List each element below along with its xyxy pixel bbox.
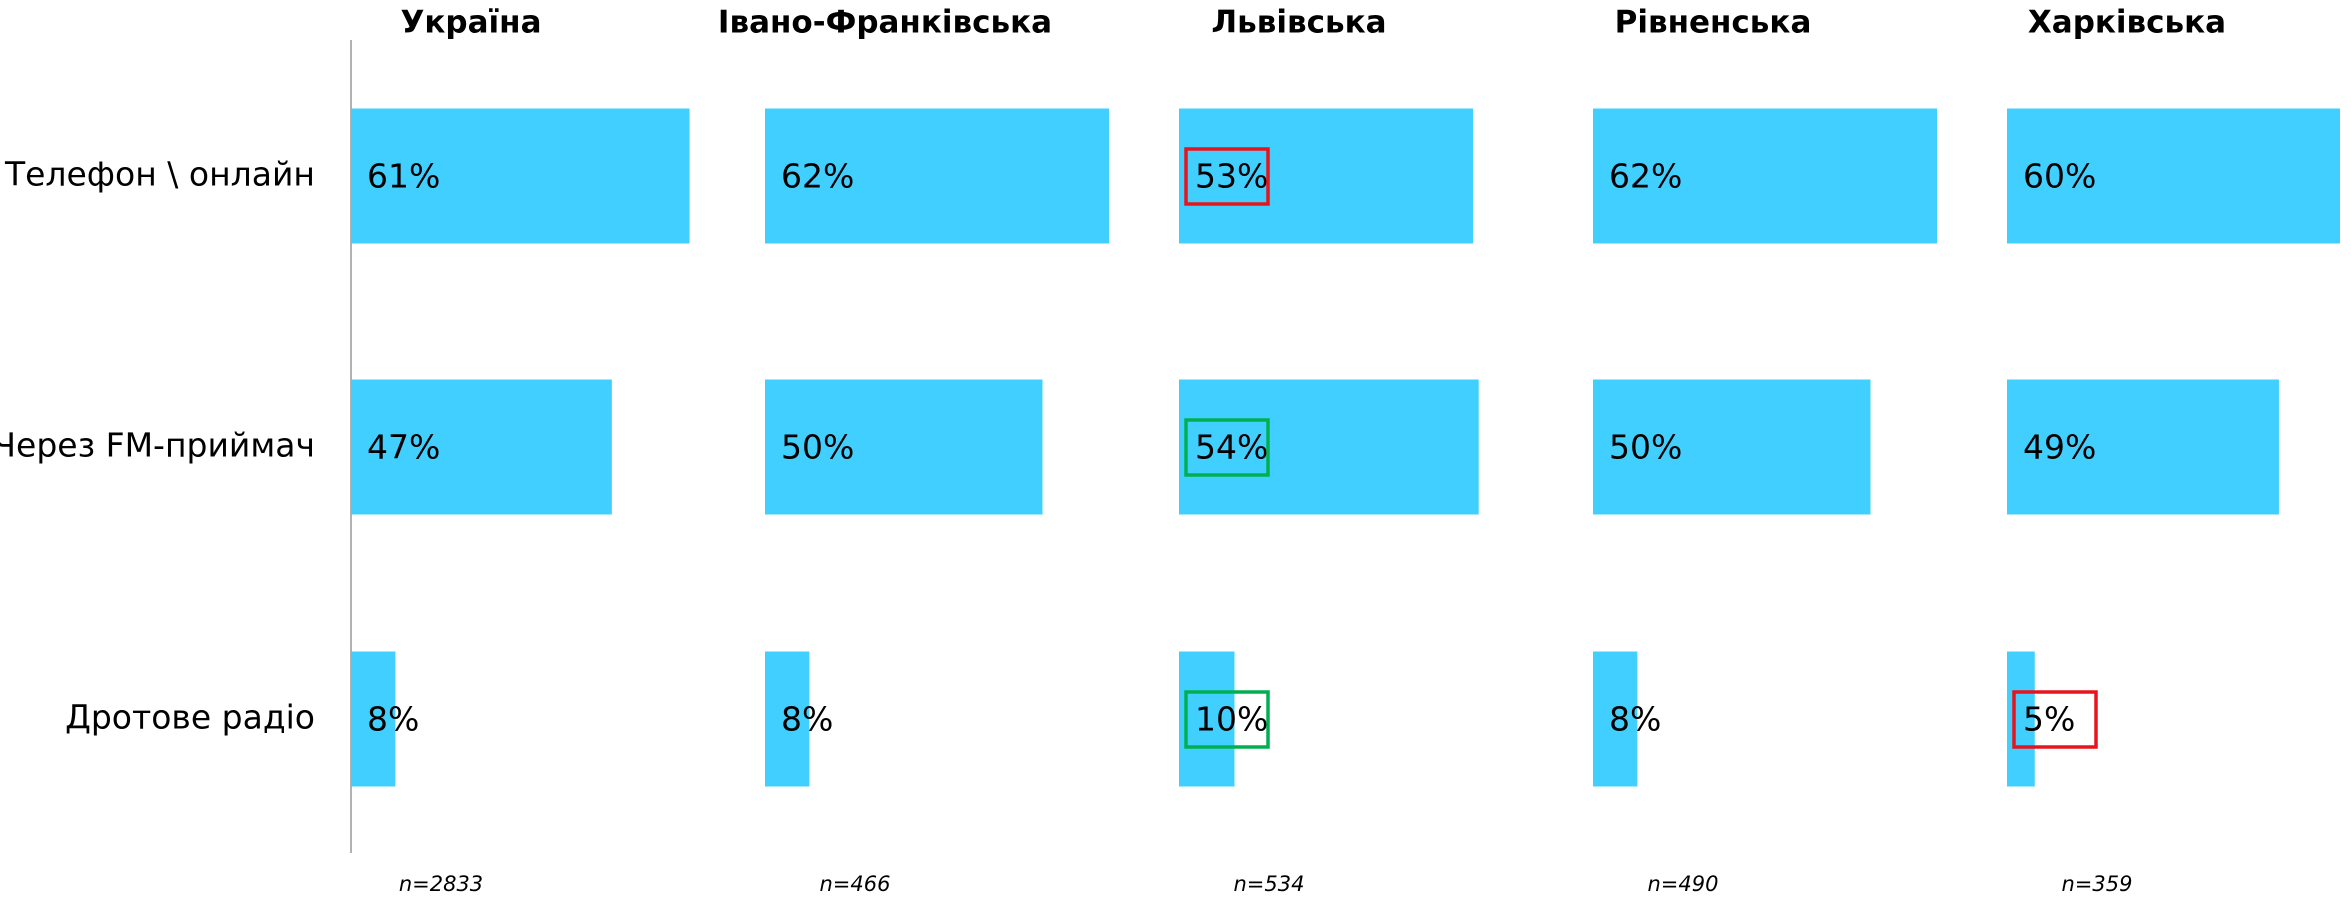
value-label: 62% xyxy=(781,157,854,196)
sample-size: n=2833 xyxy=(399,872,483,896)
bar xyxy=(1593,379,1871,515)
highlight-box xyxy=(1184,690,1270,749)
sample-size: n=490 xyxy=(1648,872,1719,896)
highlight-box xyxy=(1184,418,1270,477)
category-label: Телефон \ онлайн xyxy=(4,155,315,194)
value-label: 47% xyxy=(367,428,440,467)
category-label: Дротове радіо xyxy=(65,698,315,737)
bar xyxy=(351,108,690,244)
bar xyxy=(2007,108,2340,244)
panel-title: Івано-Франківська xyxy=(718,5,1052,41)
sample-size: n=359 xyxy=(2062,872,2133,896)
bar xyxy=(765,379,1043,515)
sample-size: n=466 xyxy=(820,872,891,896)
highlight-box xyxy=(2012,690,2098,749)
value-label: 62% xyxy=(1609,157,1682,196)
bar xyxy=(351,379,612,515)
value-label: 10% xyxy=(1195,700,1268,739)
bar xyxy=(1179,108,1474,244)
highlight-box xyxy=(1184,147,1270,206)
bar xyxy=(1593,108,1938,244)
value-label: 50% xyxy=(1609,428,1682,467)
panel-title: Рівненська xyxy=(1615,5,1812,41)
value-label: 8% xyxy=(367,700,419,739)
bar xyxy=(2007,651,2035,787)
panel-title: Україна xyxy=(400,5,541,41)
bar xyxy=(1179,379,1479,515)
bar xyxy=(765,651,810,787)
value-label: 53% xyxy=(1195,157,1268,196)
bar xyxy=(2007,379,2279,515)
value-label: 61% xyxy=(367,157,440,196)
bar xyxy=(765,108,1110,244)
sample-size: n=534 xyxy=(1234,872,1305,896)
bar xyxy=(1179,651,1235,787)
value-label: 8% xyxy=(781,700,833,739)
value-label: 60% xyxy=(2023,157,2096,196)
panel-title: Харківська xyxy=(2028,5,2226,41)
value-label: 8% xyxy=(1609,700,1661,739)
category-label: Через FM-приймач xyxy=(0,426,315,465)
value-label: 5% xyxy=(2023,700,2075,739)
bar xyxy=(1593,651,1638,787)
panel-title: Львівська xyxy=(1211,5,1386,41)
value-label: 50% xyxy=(781,428,854,467)
bar xyxy=(351,651,396,787)
value-label: 54% xyxy=(1195,428,1268,467)
value-label: 49% xyxy=(2023,428,2096,467)
